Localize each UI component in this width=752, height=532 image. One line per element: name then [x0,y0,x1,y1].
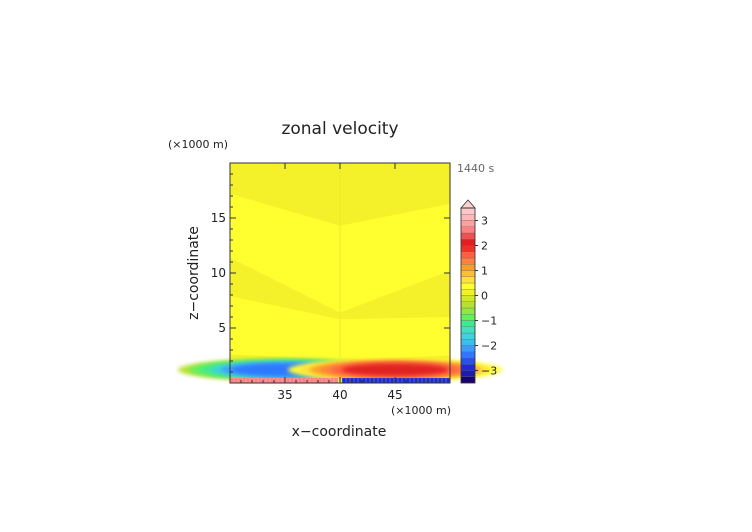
colorbar-segment [460,364,476,371]
y-tick-label: 10 [211,266,226,280]
colorbar-segment [460,351,476,359]
colorbar-segment [460,226,476,234]
colorbar-segment [460,232,476,240]
colorbar-segment [460,307,476,315]
x-tick-label: 40 [332,388,347,402]
colorbar-segment [460,301,476,309]
colorbar-segment [460,320,476,327]
y-unit-label: (×1000 m) [168,138,228,151]
y-axis: 5 10 15 [211,173,450,373]
chart-title: zonal velocity [281,119,398,139]
colorbar-segment [460,270,476,277]
colorbar-segment [460,326,476,334]
colorbar-tick-label: 2 [481,240,488,253]
colorbar: −3 −2 −1 0 1 2 3 [460,199,497,384]
colorbar-segment [460,257,476,265]
y-tick-label: 15 [211,211,226,225]
colorbar-segment [460,220,476,227]
colorbar-tick-label: 0 [481,290,488,303]
colorbar-tick-label: 1 [481,265,488,278]
colorbar-segment [460,339,476,346]
colorbar-segment [460,245,476,252]
x-unit-label: (×1000 m) [391,404,451,417]
colorbar-tick-label: −3 [481,365,497,378]
colorbar-segment [460,207,476,215]
colorbar-segment [460,332,476,340]
colorbar-segment [460,214,476,221]
x-tick-label: 35 [277,388,292,402]
bottom-layer-left [230,378,338,383]
colorbar-tick-label: 3 [481,215,488,228]
plot-area [177,163,503,383]
bottom-layer-right [342,378,450,383]
colorbar-segment [460,370,476,377]
colorbar-segment [460,345,476,352]
time-label: 1440 s [457,162,494,175]
x-tick-label: 45 [387,388,402,402]
colorbar-segment [460,357,476,365]
x-axis-label: x−coordinate [292,424,387,440]
colorbar-segment [460,251,476,259]
colorbar-segment [460,282,476,290]
colorbar-extend-arrow [460,199,476,209]
colorbar-segment [460,264,476,271]
colorbar-segment [460,276,476,284]
y-axis-label: z−coordinate [186,226,202,320]
colorbar-tick-label: −2 [481,340,497,353]
colorbar-tick-label: −1 [481,315,497,328]
colorbar-segment [460,289,476,296]
x-axis: 35 40 45 [240,163,440,402]
colorbar-segment [460,239,476,246]
colorbar-segment [460,295,476,302]
colorbar-segment [460,314,476,321]
jet-right-positive-level-6 [341,363,449,376]
colorbar-segment [460,376,476,384]
y-tick-label: 5 [218,321,226,335]
